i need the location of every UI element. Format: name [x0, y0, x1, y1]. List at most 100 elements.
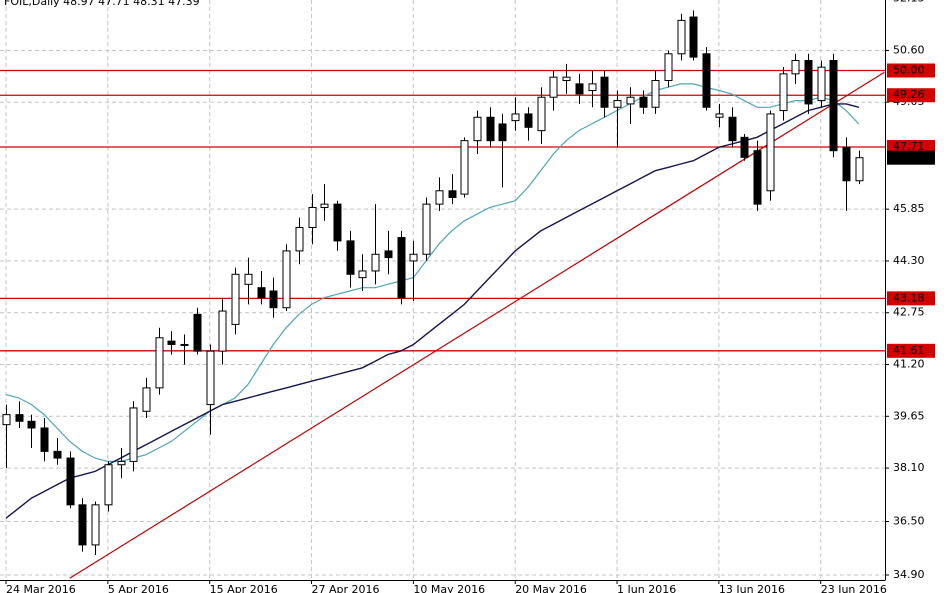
candle-body [206, 350, 215, 406]
candle-body [269, 290, 278, 309]
candle-body [524, 113, 533, 128]
y-tick-label: 41.20 [893, 358, 925, 371]
candle-body [766, 113, 775, 192]
y-tick-label: 38.10 [893, 461, 925, 474]
candle-body [855, 157, 864, 182]
candle-body [842, 146, 851, 182]
level-tag [887, 291, 935, 306]
candle-body [740, 136, 749, 158]
x-tick-label: 5 Apr 2016 [108, 583, 169, 593]
x-tick-label: 27 Apr 2016 [312, 583, 380, 593]
moving-average [5, 103, 860, 519]
candle-body [142, 387, 151, 412]
candle-body [753, 150, 762, 205]
candle-body [639, 96, 648, 108]
candle-body [677, 19, 686, 55]
candle-body [167, 340, 176, 345]
level-label: 41.61 [893, 344, 925, 357]
y-tick-label: 34.90 [893, 568, 925, 581]
candle-body [371, 253, 380, 272]
candle-body [358, 270, 367, 279]
candle-body [155, 337, 164, 389]
y-tick-label: 45.85 [893, 202, 925, 215]
candle-body [193, 313, 202, 352]
candle-body [244, 273, 253, 285]
candle-body [218, 310, 227, 352]
candle-body [78, 504, 87, 546]
y-tick-label: 44.30 [893, 254, 925, 267]
y-tick-label: 52.15 [893, 0, 925, 5]
y-tick-label: 42.75 [893, 306, 925, 319]
x-tick-label: 23 Jun 2016 [821, 583, 887, 593]
candle-body [715, 113, 724, 118]
candle-body [422, 203, 431, 255]
candle-body [2, 414, 11, 426]
last-price-tag [887, 150, 935, 165]
y-tick-label: 39.65 [893, 409, 925, 422]
candle-body [295, 227, 304, 252]
candle-body [829, 59, 838, 152]
candle-body [320, 203, 329, 208]
candle-body [117, 460, 126, 466]
candle-body [817, 66, 826, 102]
candle-body [702, 53, 711, 108]
candle-body [257, 287, 266, 299]
candle-body [231, 273, 240, 325]
candle-body [15, 414, 24, 422]
candle-body [664, 53, 673, 82]
candle-body [537, 96, 546, 132]
candle-body [129, 407, 138, 462]
candle-body [53, 450, 62, 459]
chart-title: FOIL,Daily 48.97 47.71 48.31 47.39 [4, 0, 200, 8]
candle-body [588, 83, 597, 92]
x-tick-label: 20 May 2016 [515, 583, 587, 593]
candle-body [333, 203, 342, 242]
y-tick-label: 50.60 [893, 43, 925, 56]
candle-body [473, 116, 482, 142]
candle-body [282, 250, 291, 309]
level-tag [887, 88, 935, 103]
candle-body [562, 76, 571, 82]
candle-body [66, 457, 75, 506]
candle-body [397, 237, 406, 299]
plot [0, 10, 885, 579]
candle-body [40, 427, 49, 452]
candle-body [791, 59, 800, 75]
candle-body [779, 73, 788, 112]
level-tag [887, 343, 935, 358]
candle-body [626, 96, 635, 105]
candle-body [486, 116, 495, 142]
candle-body [600, 76, 609, 108]
candle-body [27, 420, 36, 429]
candle-body [728, 116, 737, 142]
level-tag [887, 140, 935, 155]
candle-body [689, 16, 698, 58]
candle-body [104, 464, 113, 506]
candle-body [613, 100, 622, 108]
x-tick-label: 10 May 2016 [413, 583, 485, 593]
level-tag [887, 63, 935, 78]
grid [0, 0, 885, 580]
candle-body [448, 190, 457, 198]
candle-body [511, 113, 520, 122]
candle-body [180, 343, 189, 346]
trend-line [69, 71, 885, 579]
level-label: 43.18 [893, 291, 925, 304]
x-tick-label: 15 Apr 2016 [210, 583, 278, 593]
candle-body [308, 206, 317, 229]
moving-average [5, 83, 860, 462]
candle-body [804, 59, 813, 105]
level-label: 50.00 [893, 64, 925, 77]
candle-body [346, 240, 355, 275]
y-tick-label: 36.50 [893, 515, 925, 528]
labels: 52.1550.6049.0545.8544.3042.7541.2039.65… [5, 0, 935, 593]
candle-body [91, 504, 100, 546]
last-price-label: 47.39 [893, 151, 925, 164]
candle-body [575, 83, 584, 95]
candle-body [460, 140, 469, 195]
x-tick-label: 13 Jun 2016 [719, 583, 785, 593]
candle-body [498, 123, 507, 142]
